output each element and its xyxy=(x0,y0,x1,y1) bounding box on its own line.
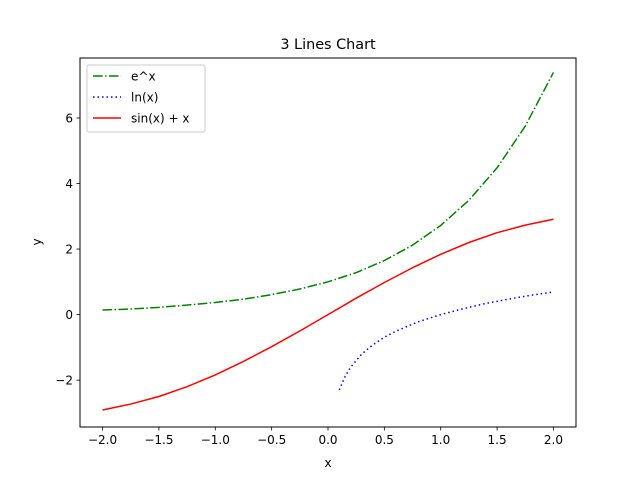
legend-label-ln-x: ln(x) xyxy=(131,90,158,104)
x-tick-label: 2.0 xyxy=(544,433,563,447)
y-tick-label: 6 xyxy=(65,111,73,125)
y-tick-label: 2 xyxy=(65,242,73,256)
x-axis-ticks: −2.0 −1.5 −1.0 −0.5 0.0 0.5 1.0 1.5 2.0 xyxy=(88,427,563,447)
y-tick-label: −2 xyxy=(55,373,73,387)
legend-label-sin-x-x: sin(x) + x xyxy=(131,111,189,125)
legend-label-e-x: e^x xyxy=(131,69,156,83)
series-line-e-x xyxy=(102,72,555,311)
chart-title: 3 Lines Chart xyxy=(280,37,376,53)
x-axis-label: x xyxy=(324,456,331,470)
x-tick-label: 0.5 xyxy=(375,433,394,447)
x-tick-label: −1.5 xyxy=(144,433,173,447)
x-tick-label: 1.0 xyxy=(431,433,450,447)
x-tick-label: −0.5 xyxy=(257,433,286,447)
y-axis-ticks: −2 0 2 4 6 xyxy=(55,111,80,387)
y-tick-label: 0 xyxy=(65,308,73,322)
legend-frame xyxy=(86,64,206,133)
series-layer xyxy=(102,72,555,411)
x-tick-label: 1.5 xyxy=(488,433,507,447)
legend: e^x ln(x) sin(x) + x xyxy=(86,64,206,133)
series-line-sin-x-x xyxy=(102,218,554,411)
y-tick-label: 4 xyxy=(65,177,73,191)
x-tick-label: −1.0 xyxy=(201,433,230,447)
x-tick-label: 0.0 xyxy=(318,433,337,447)
x-tick-label: −2.0 xyxy=(88,433,117,447)
y-axis-label: y xyxy=(30,238,44,245)
series-line-ln-x xyxy=(338,291,554,391)
